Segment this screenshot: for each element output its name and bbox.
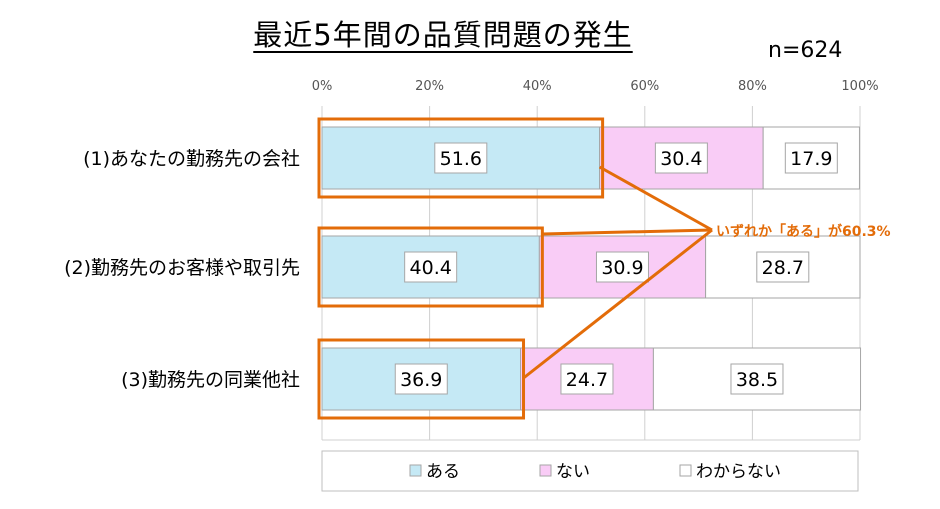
bar-segment — [762, 126, 860, 190]
highlight-box — [317, 338, 526, 420]
data-label-box — [654, 142, 708, 174]
sample-size-label: n=624 — [768, 38, 843, 63]
category-label: (2)勤務先のお客様や取引先 — [64, 257, 300, 279]
chart-title: 最近5年間の品質問題の発生 — [253, 18, 633, 52]
x-tick-label: 0% — [312, 79, 333, 94]
x-tick-label: 40% — [523, 79, 552, 94]
data-label-box — [595, 251, 649, 283]
data-label-box — [434, 142, 488, 174]
data-label-box — [404, 251, 458, 283]
data-label-box — [730, 363, 784, 395]
connector-line — [522, 228, 713, 380]
legend-label: ない — [556, 462, 590, 482]
x-tick-label: 20% — [415, 79, 444, 94]
annotation-text: いずれか「ある」が60.3% — [716, 223, 891, 240]
data-label: 28.7 — [762, 257, 804, 279]
x-tick-label: 60% — [630, 79, 659, 94]
data-label: 24.7 — [566, 369, 608, 391]
data-label-box — [784, 142, 838, 174]
highlight-box — [317, 117, 605, 199]
category-label: (3)勤務先の同業他社 — [121, 369, 300, 391]
data-label: 30.4 — [660, 148, 702, 170]
data-label: 36.9 — [400, 369, 442, 391]
legend-swatch — [409, 464, 422, 477]
data-label: 17.9 — [790, 148, 832, 170]
x-tick-label: 100% — [841, 79, 878, 94]
connector-line — [598, 165, 713, 232]
legend-label: わからない — [696, 462, 781, 482]
legend-label: ある — [426, 462, 460, 482]
x-tick-label: 80% — [738, 79, 767, 94]
data-label: 30.9 — [601, 257, 643, 279]
highlight-box — [317, 226, 544, 308]
data-label-box — [394, 363, 448, 395]
legend-swatch — [679, 464, 692, 477]
data-label-box — [560, 363, 614, 395]
connector-line — [542, 228, 713, 236]
data-label: 38.5 — [736, 369, 778, 391]
category-label: (1)あなたの勤務先の会社 — [83, 148, 300, 170]
data-label: 40.4 — [410, 257, 452, 279]
legend-swatch — [539, 464, 552, 477]
data-label: 51.6 — [440, 148, 482, 170]
data-label-box — [756, 251, 810, 283]
